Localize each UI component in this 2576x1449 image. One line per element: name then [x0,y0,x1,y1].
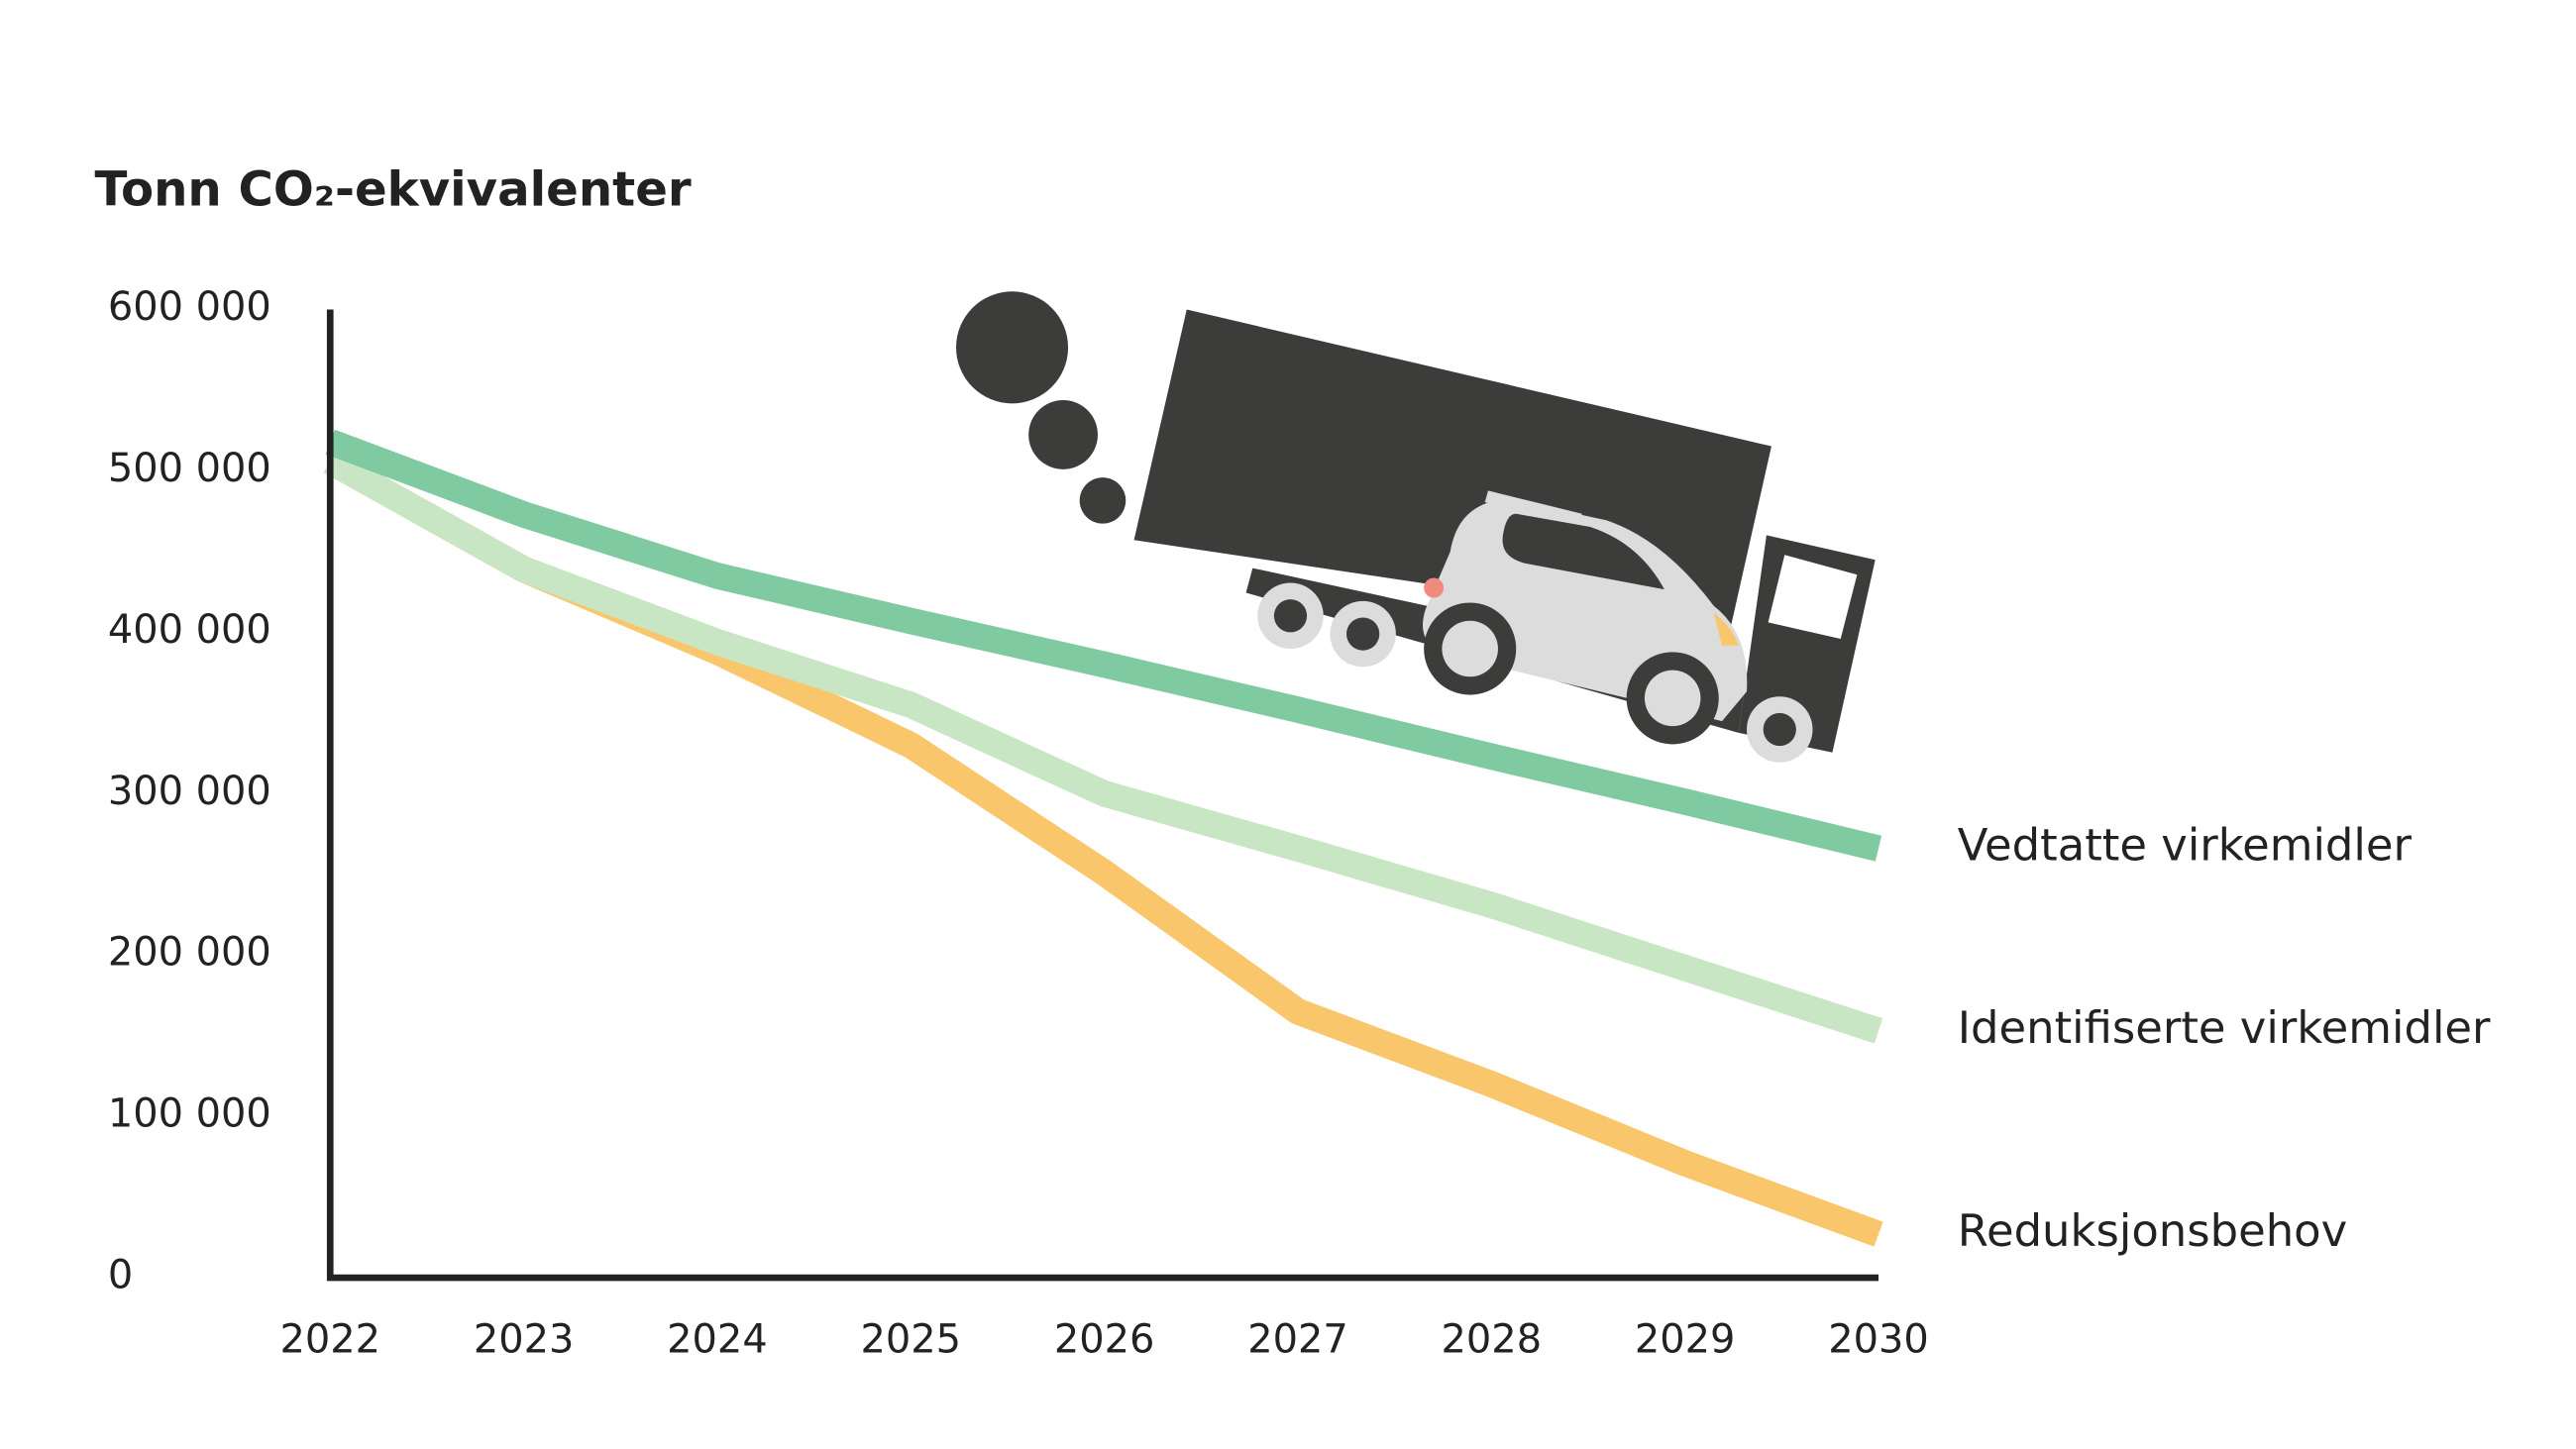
series-label: Reduksjonsbehov [1958,1204,2347,1257]
x-tick-label: 2027 [1247,1316,1348,1362]
y-tick-label: 100 000 [108,1091,271,1137]
axis-line [326,309,1879,1282]
series-label: Identifiserte virkemidler [1958,1001,2491,1054]
series-label: Vedtatte virkemidler [1958,819,2413,872]
y-tick-label: 600 000 [108,284,271,330]
y-tick-label: 0 [108,1253,133,1298]
x-tick-label: 2028 [1442,1316,1543,1362]
plot-area [323,429,1883,1247]
x-tick-label: 2024 [667,1316,768,1362]
x-tick-label: 2025 [861,1316,962,1362]
y-tick-label: 400 000 [108,607,271,653]
series-line [325,429,1882,862]
x-tick-label: 2029 [1635,1316,1736,1362]
y-tick-label: 300 000 [108,769,271,814]
y-tick-label: 200 000 [108,930,271,976]
x-tick-label: 2022 [279,1316,380,1362]
x-tick-label: 2030 [1828,1316,1929,1362]
series-line [323,450,1883,1044]
y-tick-label: 500 000 [108,446,271,491]
truck-illustration [956,291,1876,763]
x-tick-label: 2023 [474,1316,575,1362]
chart-title: Tonn CO₂-ekvivalenter [95,162,692,218]
x-tick-label: 2026 [1054,1316,1155,1362]
